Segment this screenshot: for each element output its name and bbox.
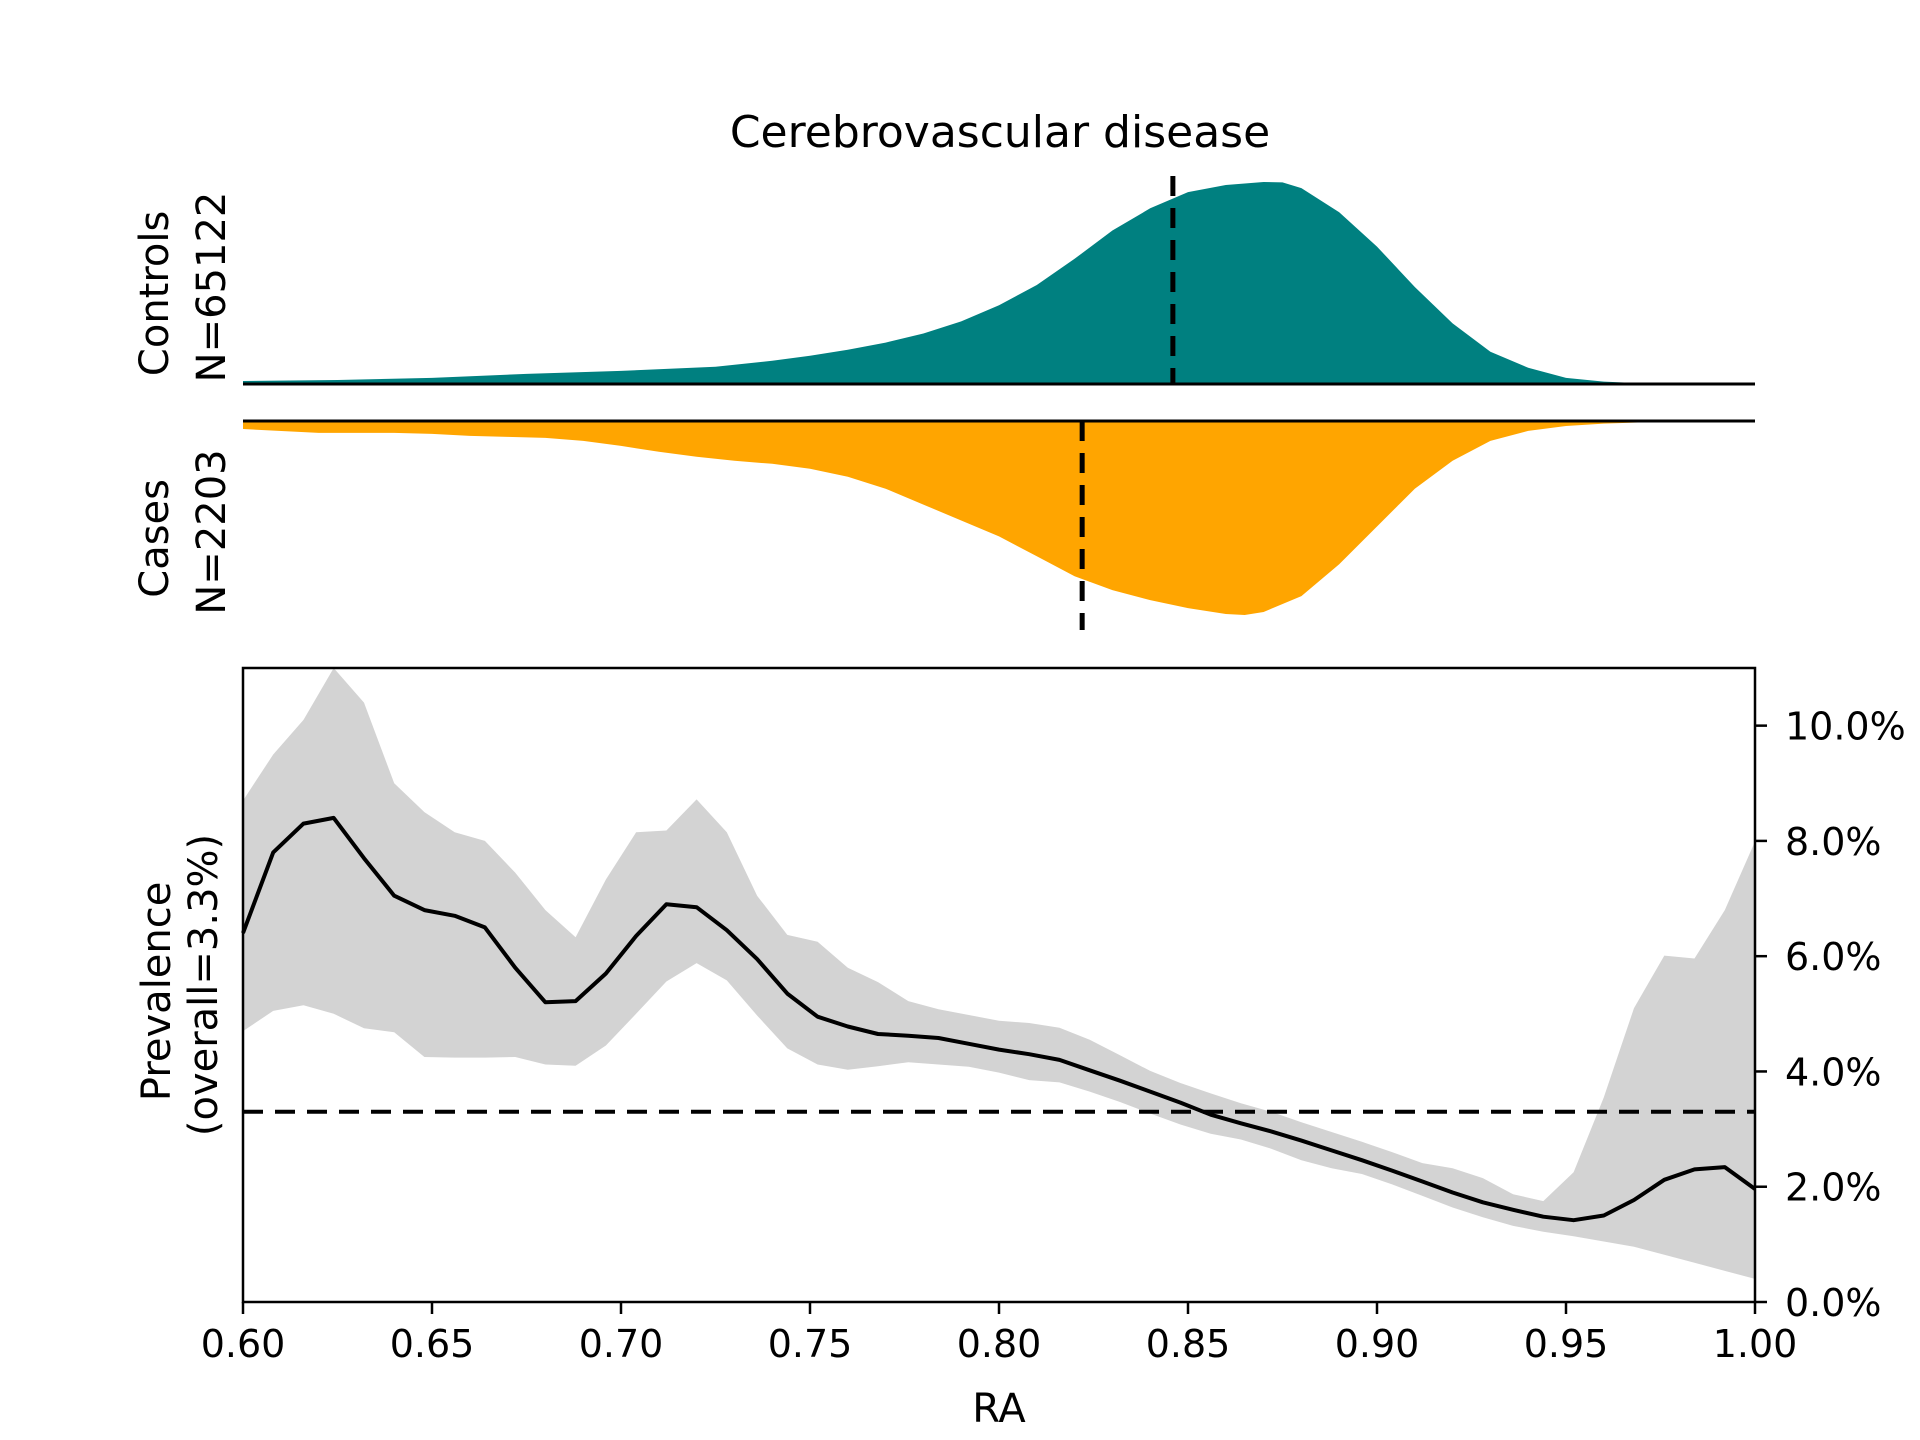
prevalence-line	[241, 815, 1757, 1223]
cases-label-count: N=2203	[189, 449, 235, 614]
y-axis-label: Prevalence (overall=3.3%)	[134, 834, 227, 1136]
y-tick-label: 8.0%	[1785, 820, 1882, 864]
y-tick-label: 4.0%	[1785, 1050, 1882, 1094]
controls-label-name: Controls	[132, 211, 178, 376]
x-tick-label: 0.90	[1335, 1322, 1420, 1366]
cases-panel: Cases N=2203	[132, 419, 1755, 630]
cases-label: Cases N=2203	[132, 449, 235, 614]
y-axis: 0.0% 2.0% 4.0% 6.0% 8.0% 10.0%	[1755, 705, 1906, 1325]
x-tick-label: 0.65	[390, 1322, 475, 1366]
x-tick-label: 0.70	[579, 1322, 664, 1366]
x-axis: 0.60 0.65 0.70 0.75 0.80 0.85 0.90 0.95 1.00	[201, 1302, 1798, 1366]
y-tick-label: 0.0%	[1785, 1281, 1882, 1325]
x-tick-label: 0.85	[1146, 1322, 1231, 1366]
controls-label-count: N=65122	[189, 192, 235, 383]
x-tick-label: 0.80	[957, 1322, 1042, 1366]
controls-panel: Controls N=65122	[132, 176, 1755, 386]
y-axis-label-line1: Prevalence	[134, 882, 180, 1101]
y-tick-label: 6.0%	[1785, 935, 1882, 979]
cases-density-area	[243, 421, 1755, 615]
y-axis-label-line2: (overall=3.3%)	[181, 834, 227, 1136]
x-axis-label: RA	[972, 1386, 1026, 1432]
x-tick-label: 0.95	[1524, 1322, 1609, 1366]
x-tick-label: 0.60	[201, 1322, 286, 1366]
x-tick-label: 1.00	[1713, 1322, 1798, 1366]
y-tick-label: 2.0%	[1785, 1166, 1882, 1210]
cases-label-name: Cases	[132, 479, 178, 598]
prevalence-panel: 0.60 0.65 0.70 0.75 0.80 0.85 0.90 0.95 1.00 0.0…	[134, 666, 1906, 1432]
chart-title: Cerebrovascular disease	[730, 107, 1270, 158]
y-tick-label: 10.0%	[1785, 705, 1906, 749]
controls-density-area	[243, 182, 1755, 384]
x-tick-label: 0.75	[768, 1322, 853, 1366]
controls-label: Controls N=65122	[132, 192, 235, 383]
prevalence-ci-band	[243, 668, 1755, 1279]
